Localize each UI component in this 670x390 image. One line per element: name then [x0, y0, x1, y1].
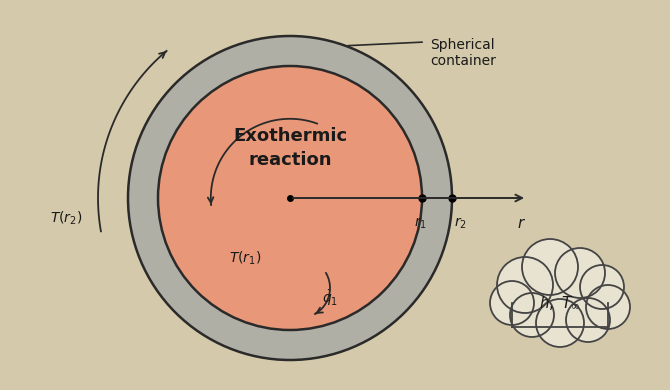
Circle shape	[510, 260, 570, 320]
Circle shape	[522, 257, 598, 333]
Text: $T(r_1)$: $T(r_1)$	[229, 249, 261, 267]
Circle shape	[497, 257, 553, 313]
Text: $r_1$: $r_1$	[413, 216, 427, 231]
Text: Spherical
container: Spherical container	[430, 38, 496, 68]
Text: $r_2$: $r_2$	[454, 216, 466, 231]
Text: $\dot{q}_1$: $\dot{q}_1$	[322, 288, 338, 308]
Text: $T(r_2)$: $T(r_2)$	[50, 209, 82, 227]
Text: $r$: $r$	[517, 216, 527, 231]
Circle shape	[586, 285, 630, 329]
FancyBboxPatch shape	[512, 303, 608, 327]
Circle shape	[128, 36, 452, 360]
Text: Exothermic
reaction: Exothermic reaction	[233, 127, 347, 169]
Circle shape	[580, 265, 624, 309]
Text: $h,\ T_{\infty}$: $h,\ T_{\infty}$	[539, 294, 581, 312]
Circle shape	[158, 66, 422, 330]
Circle shape	[566, 298, 610, 342]
Circle shape	[555, 248, 605, 298]
Circle shape	[510, 293, 554, 337]
Circle shape	[522, 239, 578, 295]
Circle shape	[550, 265, 610, 325]
Circle shape	[536, 299, 584, 347]
Circle shape	[490, 281, 534, 325]
